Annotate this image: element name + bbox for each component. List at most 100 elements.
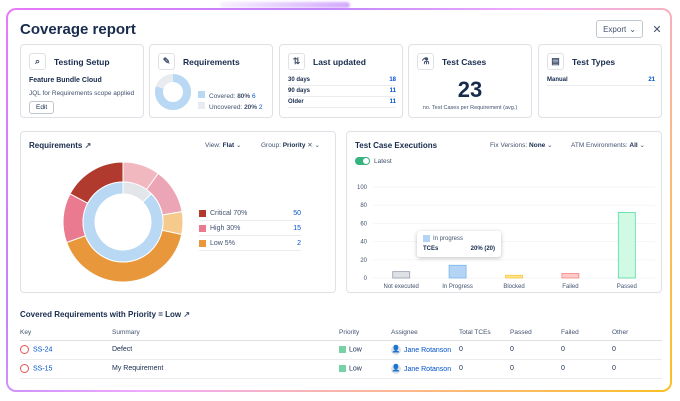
bar-in-progress[interactable] [448, 264, 467, 279]
fix-versions-select[interactable]: Fix Versions: None ⌄ [490, 142, 553, 149]
bar-not-executed[interactable] [392, 271, 411, 279]
test-cases-card: ⚗ Test Cases 23 no. Test Cases per Requir… [408, 44, 532, 118]
atm-environments-select[interactable]: ATM Environments: All ⌄ [571, 142, 645, 149]
covered-legend: Covered: 80% 6 [198, 91, 263, 102]
legend-item-high[interactable]: High 30% 15 [199, 221, 301, 236]
requirements-table: Key Summary Priority Assignee Total TCEs… [20, 326, 662, 379]
column-header[interactable]: Passed [510, 329, 532, 337]
test-case-count: 23 [457, 77, 483, 102]
other-cell: 0 [612, 365, 616, 372]
list-item: 30 days 18 [288, 75, 396, 86]
card-title: Test Cases [442, 56, 487, 67]
y-tick-label: 60 [360, 221, 367, 227]
external-link-icon[interactable]: ↗ [183, 310, 191, 319]
edit-button[interactable]: Edit [29, 101, 55, 114]
view-select[interactable]: View: Flat ⌄ [205, 142, 242, 149]
close-icon[interactable]: ✕ [652, 23, 662, 36]
group-select[interactable]: Group: Priority ✕ ⌄ [261, 142, 320, 149]
card-title: Testing Setup [54, 56, 110, 67]
failed-cell: 0 [561, 346, 565, 353]
passed-cell: 0 [510, 346, 514, 353]
issue-key-link[interactable]: SS-15 [33, 365, 53, 373]
column-header[interactable]: Priority [339, 329, 360, 337]
tce-panel: Test Case Executions Fix Versions: None … [346, 131, 662, 293]
setup-name: Feature Bundle Cloud [29, 77, 102, 84]
external-link-icon[interactable]: ↗ [84, 141, 92, 150]
passed-cell: 0 [510, 365, 514, 372]
card-title: Test Types [572, 56, 616, 67]
column-header[interactable]: Key [20, 329, 32, 337]
test-case-subtitle: no. Test Cases per Requirement (avg.) [422, 105, 518, 111]
failed-cell: 0 [561, 365, 565, 372]
covered-arc [155, 74, 191, 110]
tce-bar-chart: 0 20 40 60 80 100 Not executed In Progress Block… [357, 185, 655, 290]
setup-desc: JQL for Requirements scope applied [29, 90, 135, 97]
bar-failed[interactable] [561, 273, 580, 279]
bug-icon [20, 364, 29, 373]
chevron-down-icon: ⌄ [314, 142, 320, 149]
avatar: 👤 [391, 344, 401, 355]
assignee-cell[interactable]: 👤 Jane Rotanson [391, 344, 452, 355]
export-label: Export [603, 24, 627, 34]
report-window: Coverage report Export ⌄ ✕ ⌕ Testing Setup… [6, 8, 672, 392]
chart-tooltip: In progress TCEs 20% (20) [417, 231, 501, 257]
y-tick-label: 80 [360, 203, 367, 209]
assignee-cell[interactable]: 👤 Jane Rotanson [391, 363, 452, 374]
y-tick-label: 0 [364, 276, 368, 282]
chevron-down-icon: ⌄ [629, 24, 636, 34]
table-row[interactable]: SS-15 My Requirement Low 👤 Jane Rotanson 0 0 0 0 [20, 359, 662, 378]
table-title: Covered Requirements with Priority = Low… [20, 310, 191, 319]
column-header[interactable]: Failed [561, 329, 579, 337]
clear-icon: ✕ [307, 142, 313, 149]
decorative-glow [220, 2, 350, 8]
legend-item-critical[interactable]: Critical 70% 50 [199, 206, 301, 221]
last-updated-card: ⇅ Last updated 30 days 18 90 days 11 Older 1… [279, 44, 403, 118]
requirements-card: ✎ Requirements Covered: 80% 6 Uncovered: … [149, 44, 273, 118]
x-tick-label: Blocked [503, 284, 524, 290]
chevron-down-icon: ⌄ [547, 142, 553, 149]
y-tick-label: 20 [360, 258, 367, 264]
search-icon: ⌕ [29, 53, 46, 70]
requirements-panel: Requirements ↗ View: Flat ⌄ Group: Prior… [20, 131, 336, 293]
last-updated-list: 30 days 18 90 days 11 Older 11 [288, 75, 396, 108]
coverage-donut [155, 74, 191, 110]
page-title: Coverage report [20, 21, 136, 38]
export-button[interactable]: Export ⌄ [596, 20, 643, 38]
toggle-switch[interactable] [355, 157, 370, 165]
table-row[interactable]: SS-24 Defect Low 👤 Jane Rotanson 0 0 0 0 [20, 340, 662, 359]
legend-item-low[interactable]: Low 5% 2 [199, 236, 301, 251]
summary-cell: Defect [112, 346, 133, 353]
bar-passed[interactable] [617, 212, 636, 279]
panel-title: Requirements ↗ [29, 141, 92, 150]
x-tick-label: Passed [617, 284, 637, 290]
card-title: Last updated [313, 56, 366, 67]
priority-cell: Low [339, 359, 391, 378]
bug-icon [20, 345, 29, 354]
y-tick-label: 100 [357, 185, 368, 191]
sort-icon: ⇅ [288, 53, 305, 70]
card-title: Requirements [183, 56, 240, 67]
priority-cell: Low [339, 340, 391, 359]
avatar: 👤 [391, 363, 401, 374]
total-tces-cell: 0 [459, 365, 463, 372]
uncovered-legend: Uncovered: 20% 2 [198, 102, 263, 113]
list-item: Manual 21 [547, 75, 655, 86]
x-tick-label: Failed [562, 284, 578, 290]
bar-blocked[interactable] [505, 274, 523, 279]
flask-icon: ⚗ [417, 53, 434, 70]
summary-cell: My Requirement [112, 365, 164, 372]
priority-legend: Critical 70% 50 High 30% 15 Low 5% 2 [199, 206, 301, 251]
y-tick-label: 40 [360, 240, 367, 246]
x-tick-label: Not executed [384, 284, 419, 290]
list-item: Older 11 [288, 97, 396, 108]
column-header[interactable]: Summary [112, 329, 140, 337]
column-header[interactable]: Assignee [391, 329, 418, 337]
latest-toggle[interactable]: Latest [355, 157, 392, 165]
priority-sunburst [62, 161, 184, 283]
column-header[interactable]: Total TCEs [459, 329, 491, 337]
document-icon: ▤ [547, 53, 564, 70]
pencil-icon: ✎ [158, 53, 175, 70]
chevron-down-icon: ⌄ [639, 142, 645, 149]
issue-key-link[interactable]: SS-24 [33, 346, 53, 354]
column-header[interactable]: Other [612, 329, 629, 337]
